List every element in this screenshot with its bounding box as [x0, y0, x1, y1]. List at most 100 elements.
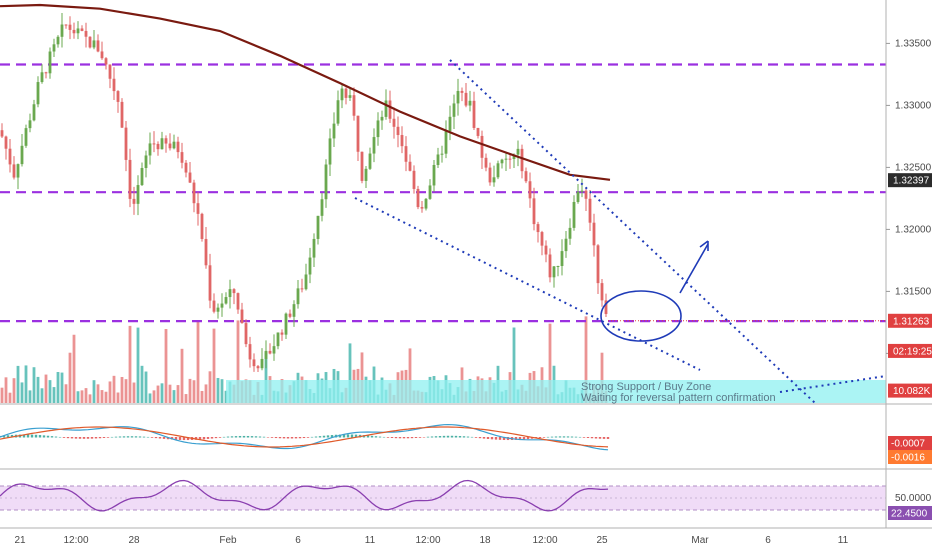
macd-histogram-bar: [474, 437, 478, 438]
macd-histogram-bar: [22, 434, 26, 438]
candle-body: [580, 190, 584, 192]
candle-body: [408, 161, 412, 171]
macd-histogram-bar: [386, 437, 390, 438]
macd-histogram-bar: [342, 434, 346, 438]
volume-bar: [96, 384, 100, 403]
breakout-arrow: [679, 240, 709, 294]
macd-histogram-bar: [318, 436, 322, 438]
macd-histogram-bar: [278, 437, 282, 439]
macd-histogram-bar: [494, 437, 498, 440]
candle-body: [368, 153, 372, 169]
candle-body: [192, 182, 196, 204]
candle-body: [128, 159, 132, 199]
macd-histogram-bar: [42, 435, 46, 438]
macd-histogram-bar: [138, 436, 142, 438]
candle-body: [84, 30, 88, 37]
candle-body: [524, 171, 528, 182]
macd-histogram-bar: [162, 437, 166, 439]
macd-tag: [888, 450, 932, 464]
candle-body: [168, 143, 172, 149]
macd-histogram-bar: [154, 437, 158, 439]
macd-histogram-bar: [234, 436, 238, 438]
candle-body: [0, 130, 4, 137]
candle-body: [288, 313, 292, 317]
candle-body: [588, 198, 592, 223]
volume-bar: [28, 390, 32, 403]
time-tick-label: 28: [128, 535, 140, 546]
price-tag-label: 10.082K: [893, 386, 931, 397]
volume-bar: [108, 381, 112, 403]
volume-bar: [148, 393, 152, 403]
candle-body: [144, 155, 148, 169]
macd-histogram-bar: [426, 436, 430, 438]
volume-bar: [32, 367, 36, 403]
macd-histogram-bar: [466, 436, 470, 438]
candle-body: [140, 168, 144, 186]
candle-body: [252, 359, 256, 367]
candle-body: [176, 141, 180, 153]
candle-body: [256, 366, 260, 369]
macd-histogram-bar: [38, 435, 42, 438]
candle-body: [544, 245, 548, 255]
candle-body: [452, 103, 456, 117]
rsi-line: [0, 479, 609, 512]
macd-histogram-bar: [222, 436, 226, 438]
candle-body: [4, 136, 8, 149]
candle-body: [188, 172, 192, 183]
candle-body: [172, 141, 176, 149]
price-axis[interactable]: 1.335001.330001.325001.320001.315001.310…: [886, 38, 932, 359]
volume-bar: [80, 390, 84, 403]
volume-bar: [76, 391, 80, 403]
volume-bar: [512, 327, 516, 403]
candle-body: [240, 309, 244, 324]
candle-body: [28, 120, 32, 129]
volume-bar: [144, 371, 148, 403]
volume-bar: [172, 390, 176, 403]
macd-histogram-bar: [238, 435, 242, 438]
volume-bar: [4, 377, 8, 403]
macd-panel[interactable]: [0, 423, 610, 451]
macd-histogram-bar: [142, 436, 146, 438]
candle-body: [216, 307, 220, 312]
time-axis[interactable]: 21 12:00 28 Feb 6 11 12:00 18 12:00 25 Mar 6 11: [14, 535, 848, 546]
macd-histogram-bar: [578, 436, 582, 438]
candle-body: [164, 138, 168, 144]
volume-bar: [348, 343, 352, 403]
candle-body: [540, 232, 544, 246]
macd-histogram-bar: [482, 437, 486, 439]
candle-body: [232, 289, 236, 294]
support-zone-label: Strong Support / Buy Zone: [581, 381, 711, 393]
candle-body: [228, 289, 232, 298]
macd-histogram-bar: [146, 436, 150, 438]
macd-histogram-bar: [562, 436, 566, 438]
rsi-panel[interactable]: [0, 479, 886, 512]
macd-histogram-bar: [582, 437, 586, 438]
macd-histogram: [0, 434, 610, 441]
candle-body: [104, 58, 108, 65]
price-tag: [888, 173, 932, 188]
macd-histogram-bar: [62, 437, 66, 438]
macd-histogram-bar: [606, 437, 610, 439]
macd-histogram-bar: [410, 437, 414, 439]
macd-histogram-bar: [282, 437, 286, 439]
price-tag-label: 1.32397: [893, 176, 930, 187]
macd-histogram-bar: [558, 436, 562, 438]
volume-bar: [216, 377, 220, 403]
candle-body: [444, 131, 448, 154]
macd-histogram-bar: [118, 436, 122, 438]
price-tag-label: 1.31263: [893, 316, 930, 327]
time-tick-label: 11: [838, 535, 849, 546]
moving-average-line: [0, 3, 611, 181]
candle-body: [460, 90, 464, 93]
price-tags: 1.32397 1.31263 02:19:25 10.082K: [608, 173, 932, 398]
support-zone: [226, 380, 886, 403]
volume-bar: [104, 391, 108, 403]
macd-histogram-bar: [418, 437, 422, 438]
macd-histogram-bar: [518, 437, 522, 440]
candle-body: [132, 198, 136, 204]
support-zone-sublabel: Waiting for reversal pattern confirmatio…: [581, 392, 776, 404]
volume-bar: [156, 385, 160, 403]
macd-histogram-bar: [406, 437, 410, 439]
main-panel[interactable]: Strong Support / Buy Zone Waiting for re…: [0, 0, 887, 404]
